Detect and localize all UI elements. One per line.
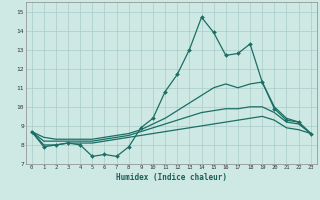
- X-axis label: Humidex (Indice chaleur): Humidex (Indice chaleur): [116, 173, 227, 182]
